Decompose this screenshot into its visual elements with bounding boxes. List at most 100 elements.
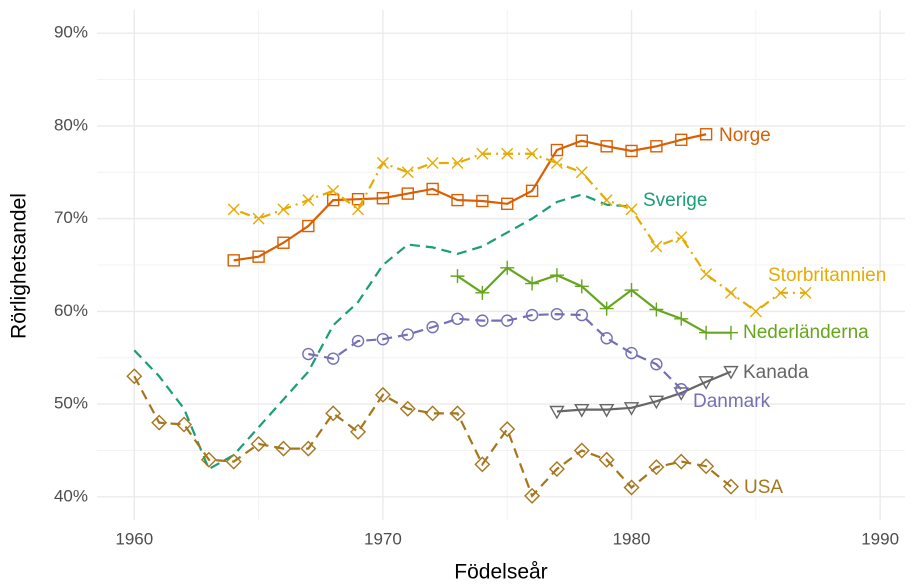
marker: [623, 402, 640, 416]
marker: [575, 134, 588, 147]
marker: [277, 236, 290, 249]
series: Kanada: [549, 362, 809, 420]
marker: [600, 194, 613, 207]
marker: [374, 386, 391, 403]
marker: [525, 308, 539, 322]
series-label: Nederländerna: [743, 322, 869, 343]
marker: [625, 346, 638, 360]
marker: [650, 358, 663, 371]
marker: [426, 182, 439, 196]
marker: [723, 325, 738, 340]
marker: [401, 166, 414, 179]
marker: [774, 286, 787, 299]
marker: [799, 286, 812, 299]
marker: [476, 194, 489, 208]
marker: [624, 283, 639, 298]
marker: [401, 187, 414, 200]
marker: [475, 285, 490, 300]
marker: [749, 305, 762, 318]
marker: [675, 383, 688, 396]
marker: [227, 254, 240, 267]
series-label: Danmark: [693, 391, 771, 412]
series: Sverige: [133, 190, 707, 471]
y-axis-title: Rörlighetsandel: [8, 193, 31, 339]
marker: [501, 197, 514, 211]
marker: [623, 479, 640, 496]
series-label: Norge: [719, 125, 771, 146]
series-line: [308, 313, 683, 391]
marker: [151, 414, 168, 431]
marker: [600, 332, 613, 345]
marker: [376, 332, 390, 346]
marker: [501, 147, 514, 160]
grid: [97, 10, 905, 520]
marker: [451, 157, 464, 169]
series-line: [133, 193, 632, 471]
marker: [548, 461, 565, 477]
marker: [598, 403, 615, 418]
marker: [227, 203, 240, 216]
marker: [474, 456, 491, 473]
marker: [549, 405, 565, 420]
marker: [525, 184, 539, 198]
marker: [300, 440, 317, 457]
marker: [302, 194, 315, 207]
marker: [550, 143, 564, 157]
series: Norge: [227, 125, 771, 267]
series-label: USA: [744, 477, 783, 498]
marker: [275, 440, 292, 457]
marker: [277, 203, 290, 216]
marker: [252, 212, 265, 225]
marker: [325, 405, 342, 422]
marker: [698, 458, 715, 475]
series-label: Sverige: [643, 190, 707, 211]
y-tick-label: 70%: [54, 208, 88, 227]
series-label: Storbritannien: [768, 265, 886, 286]
marker: [351, 334, 365, 348]
marker: [451, 193, 464, 207]
y-tick-label: 60%: [54, 301, 88, 320]
marker: [451, 312, 464, 325]
marker: [499, 421, 516, 438]
marker: [549, 268, 564, 283]
marker: [376, 157, 389, 169]
marker: [699, 128, 713, 141]
marker: [401, 328, 414, 341]
series: Storbritannien: [227, 147, 886, 318]
series-line: [233, 133, 707, 262]
marker: [698, 376, 714, 390]
marker: [525, 276, 540, 291]
x-tick-label: 1970: [364, 529, 402, 548]
series-line: [133, 375, 732, 498]
marker: [250, 435, 267, 452]
marker: [625, 203, 638, 216]
y-tick-label: 80%: [54, 115, 88, 134]
marker: [724, 286, 737, 299]
x-axis-title: Födelseår: [454, 561, 547, 584]
marker: [424, 405, 441, 422]
series: USA: [126, 368, 783, 504]
marker: [302, 347, 315, 361]
y-tick-label: 40%: [54, 486, 88, 505]
marker: [200, 451, 217, 468]
marker: [550, 157, 563, 169]
marker: [501, 314, 514, 327]
y-tick-label: 50%: [54, 394, 88, 413]
series: Nederländerna: [450, 260, 869, 343]
marker: [574, 403, 590, 418]
series-line: [233, 152, 806, 313]
x-tick-label: 1960: [115, 529, 153, 548]
marker: [426, 157, 439, 169]
marker: [326, 193, 340, 207]
marker: [599, 301, 614, 316]
marker: [426, 320, 439, 334]
marker: [225, 453, 242, 470]
marker: [575, 166, 588, 179]
marker: [350, 423, 367, 440]
marker: [575, 308, 588, 322]
marker: [675, 133, 688, 147]
marker: [722, 478, 739, 495]
marker: [699, 325, 714, 340]
marker: [327, 184, 340, 197]
